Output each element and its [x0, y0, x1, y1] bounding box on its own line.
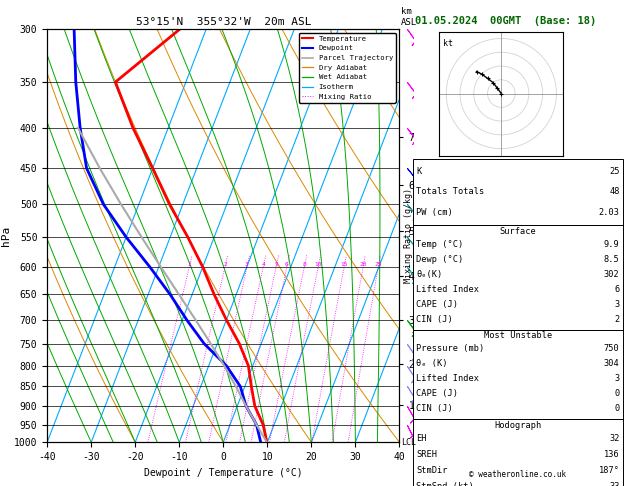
Text: Lifted Index: Lifted Index — [416, 285, 479, 294]
Text: km
ASL: km ASL — [401, 7, 417, 27]
Text: 8.5: 8.5 — [604, 255, 620, 264]
Text: SREH: SREH — [416, 450, 437, 459]
Text: 750: 750 — [604, 344, 620, 353]
Text: EH: EH — [416, 434, 427, 444]
Text: 3: 3 — [615, 299, 620, 309]
Text: Mixing Ratio (g/kg): Mixing Ratio (g/kg) — [404, 188, 413, 283]
Text: CAPE (J): CAPE (J) — [416, 389, 459, 399]
Text: Pressure (mb): Pressure (mb) — [416, 344, 485, 353]
Text: 187°: 187° — [599, 466, 620, 475]
Text: 4: 4 — [261, 262, 265, 267]
Text: 2: 2 — [223, 262, 227, 267]
Text: 3: 3 — [615, 374, 620, 383]
X-axis label: Dewpoint / Temperature (°C): Dewpoint / Temperature (°C) — [144, 468, 303, 478]
Text: © weatheronline.co.uk: © weatheronline.co.uk — [469, 469, 567, 479]
Text: 10: 10 — [314, 262, 322, 267]
Text: Surface: Surface — [499, 227, 537, 236]
Text: 25: 25 — [374, 262, 382, 267]
Text: kt: kt — [443, 39, 453, 48]
Text: 2: 2 — [615, 314, 620, 324]
Text: 6: 6 — [615, 285, 620, 294]
Text: 32: 32 — [609, 434, 620, 444]
Text: 6: 6 — [285, 262, 289, 267]
Text: Totals Totals: Totals Totals — [416, 188, 485, 196]
Legend: Temperature, Dewpoint, Parcel Trajectory, Dry Adiabat, Wet Adiabat, Isotherm, Mi: Temperature, Dewpoint, Parcel Trajectory… — [299, 33, 396, 103]
Text: 33: 33 — [609, 482, 620, 486]
Text: CAPE (J): CAPE (J) — [416, 299, 459, 309]
Text: 15: 15 — [340, 262, 348, 267]
Text: StmDir: StmDir — [416, 466, 448, 475]
Title: 53°15'N  355°32'W  20m ASL: 53°15'N 355°32'W 20m ASL — [135, 17, 311, 27]
Text: 5: 5 — [274, 262, 278, 267]
Text: 302: 302 — [604, 270, 620, 278]
Text: θₑ(K): θₑ(K) — [416, 270, 443, 278]
Text: LCL: LCL — [402, 438, 416, 447]
Text: 3: 3 — [245, 262, 249, 267]
Text: Dewp (°C): Dewp (°C) — [416, 255, 464, 264]
Text: 136: 136 — [604, 450, 620, 459]
Text: 25: 25 — [609, 167, 620, 176]
Text: Lifted Index: Lifted Index — [416, 374, 479, 383]
Text: CIN (J): CIN (J) — [416, 314, 453, 324]
Text: θₑ (K): θₑ (K) — [416, 359, 448, 368]
Y-axis label: hPa: hPa — [1, 226, 11, 246]
Text: 48: 48 — [609, 188, 620, 196]
Text: PW (cm): PW (cm) — [416, 208, 453, 217]
Text: 9.9: 9.9 — [604, 240, 620, 249]
Text: Temp (°C): Temp (°C) — [416, 240, 464, 249]
Text: CIN (J): CIN (J) — [416, 404, 453, 414]
Text: K: K — [416, 167, 421, 176]
Text: 0: 0 — [615, 404, 620, 414]
Text: 1: 1 — [187, 262, 191, 267]
Text: 0: 0 — [615, 389, 620, 399]
Text: 01.05.2024  00GMT  (Base: 18): 01.05.2024 00GMT (Base: 18) — [415, 16, 596, 26]
Text: 2.03: 2.03 — [599, 208, 620, 217]
Text: Hodograph: Hodograph — [494, 421, 542, 431]
Text: 20: 20 — [359, 262, 367, 267]
Text: StmSpd (kt): StmSpd (kt) — [416, 482, 474, 486]
Text: 8: 8 — [303, 262, 306, 267]
Text: 304: 304 — [604, 359, 620, 368]
Text: Most Unstable: Most Unstable — [484, 331, 552, 341]
